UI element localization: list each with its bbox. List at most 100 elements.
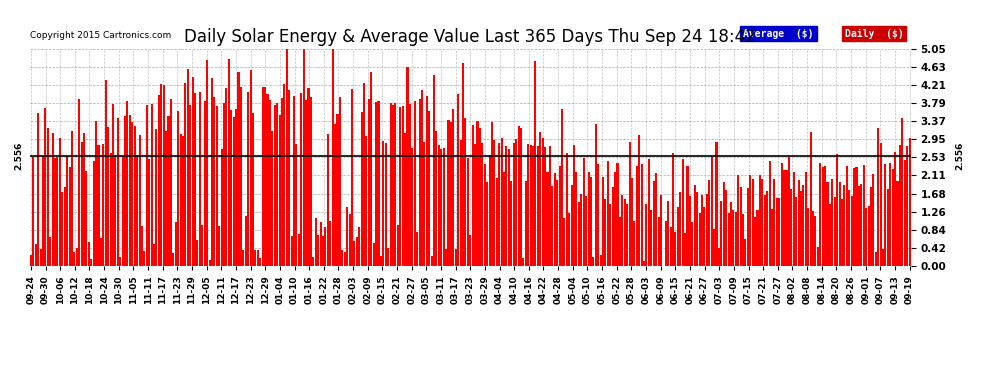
Bar xyxy=(901,118,904,266)
Bar xyxy=(761,179,763,266)
Bar xyxy=(355,237,357,266)
Bar xyxy=(61,192,63,266)
Bar xyxy=(843,185,845,266)
Bar xyxy=(691,222,693,266)
Bar xyxy=(223,103,225,266)
Bar xyxy=(805,172,807,266)
Bar xyxy=(360,112,362,266)
Bar xyxy=(848,190,850,266)
Bar xyxy=(179,134,181,266)
Bar xyxy=(660,195,662,266)
Bar xyxy=(276,103,278,266)
Bar xyxy=(436,131,438,266)
Bar xyxy=(862,165,864,266)
Bar xyxy=(327,134,329,266)
Bar xyxy=(563,218,565,266)
Bar xyxy=(295,144,297,266)
Bar xyxy=(419,99,421,266)
Bar xyxy=(254,250,256,266)
Bar xyxy=(240,87,242,266)
Bar xyxy=(332,49,334,266)
Bar xyxy=(607,161,609,266)
Bar xyxy=(839,182,841,266)
Bar xyxy=(652,181,654,266)
Bar xyxy=(139,135,141,266)
Bar xyxy=(619,217,621,266)
Bar xyxy=(63,187,65,266)
Bar xyxy=(795,197,797,266)
Bar xyxy=(368,99,370,266)
Bar xyxy=(58,138,61,266)
Bar xyxy=(834,197,836,266)
Bar xyxy=(392,105,394,266)
Bar xyxy=(429,111,431,266)
Bar xyxy=(812,211,814,266)
Bar xyxy=(213,96,216,266)
Bar xyxy=(37,112,40,266)
Bar xyxy=(553,173,555,266)
Bar xyxy=(317,236,319,266)
Bar xyxy=(160,84,162,266)
Bar xyxy=(703,207,706,266)
Bar xyxy=(462,63,464,266)
Bar xyxy=(783,170,785,266)
Bar xyxy=(56,157,58,266)
Bar xyxy=(711,156,713,266)
Bar xyxy=(853,168,855,266)
Bar xyxy=(467,158,469,266)
Bar xyxy=(879,143,882,266)
Bar xyxy=(479,128,481,266)
Bar xyxy=(513,143,515,266)
Bar xyxy=(339,97,341,266)
Bar xyxy=(71,131,73,266)
Bar xyxy=(841,199,843,266)
Bar xyxy=(216,106,218,266)
Bar xyxy=(488,155,491,266)
Bar xyxy=(363,83,365,266)
Bar xyxy=(877,128,879,266)
Bar xyxy=(790,189,792,266)
Bar xyxy=(353,241,355,266)
Bar xyxy=(674,232,676,266)
Bar xyxy=(283,84,285,266)
Bar xyxy=(330,221,332,266)
Bar xyxy=(716,142,718,266)
Bar xyxy=(196,240,199,266)
Bar xyxy=(527,144,530,266)
Bar xyxy=(641,164,643,266)
Bar xyxy=(723,182,725,266)
Bar xyxy=(537,146,539,266)
Bar xyxy=(187,69,189,266)
Bar xyxy=(684,233,686,266)
Bar xyxy=(798,180,800,266)
Bar xyxy=(235,109,238,266)
Bar xyxy=(134,126,136,266)
Bar xyxy=(51,132,53,266)
Bar xyxy=(510,181,512,266)
Bar xyxy=(261,87,263,266)
Bar xyxy=(132,122,134,266)
Bar xyxy=(50,237,51,266)
Bar xyxy=(249,70,251,266)
Bar xyxy=(872,174,874,266)
Bar xyxy=(162,86,164,266)
Bar xyxy=(40,249,42,266)
Bar xyxy=(701,195,703,266)
Bar xyxy=(587,172,590,266)
Bar xyxy=(375,102,377,266)
Bar xyxy=(233,117,235,266)
Bar xyxy=(122,156,124,266)
Bar xyxy=(899,146,901,266)
Bar xyxy=(699,213,701,266)
Bar xyxy=(211,78,213,266)
Bar xyxy=(320,222,322,266)
Bar xyxy=(776,198,778,266)
Bar xyxy=(33,157,35,266)
Bar xyxy=(682,159,684,266)
Bar xyxy=(278,115,280,266)
Bar xyxy=(751,179,753,266)
Bar xyxy=(824,166,826,266)
Bar xyxy=(778,198,780,266)
Bar xyxy=(124,116,126,266)
Bar xyxy=(146,105,148,266)
